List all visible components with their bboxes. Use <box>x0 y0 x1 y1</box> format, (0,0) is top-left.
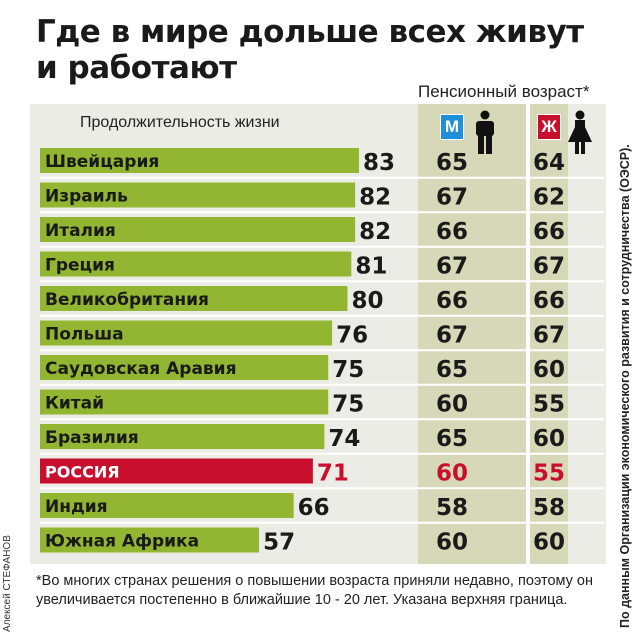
category-label: Италия <box>45 221 116 241</box>
male-pension-age-value: 67 <box>436 185 468 211</box>
category-label: Южная Африка <box>45 532 199 552</box>
life-expectancy-value: 66 <box>298 495 330 521</box>
category-label: Греция <box>45 256 115 276</box>
category-label: Швейцария <box>45 152 159 172</box>
female-pension-age-value: 62 <box>533 185 565 211</box>
bar <box>40 182 356 208</box>
female-pension-age-value: 55 <box>533 461 565 487</box>
pension-age-header: Пенсионный возраст* <box>418 82 590 101</box>
male-pension-age-value: 66 <box>436 219 468 245</box>
footnote: *Во многих странах решения о повышении в… <box>36 573 593 608</box>
life-expectancy-label: Продолжительность жизни <box>80 114 280 131</box>
male-pension-age-value: 67 <box>436 254 468 280</box>
male-pension-age-value: 58 <box>436 495 468 521</box>
bar <box>40 458 313 484</box>
female-pension-age-value: 60 <box>533 530 565 556</box>
male-pension-age-value: 65 <box>436 150 468 176</box>
bar <box>40 493 294 518</box>
category-label: РОССИЯ <box>45 463 120 482</box>
bar <box>40 148 359 173</box>
bar <box>40 389 329 415</box>
bar <box>40 251 352 277</box>
female-pension-age-value: 60 <box>533 426 565 452</box>
female-pension-age-value: 55 <box>533 392 565 418</box>
life-expectancy-value: 82 <box>359 219 391 245</box>
author-credit: Алексей СТЕФАНОВ <box>2 535 13 632</box>
male-pension-age-value: 60 <box>436 530 468 556</box>
male-pension-age-value: 60 <box>436 461 468 487</box>
life-expectancy-value: 75 <box>332 357 364 383</box>
life-expectancy-value: 74 <box>328 426 360 452</box>
life-expectancy-value: 82 <box>359 185 391 211</box>
chart-title: Где в мире дольше всех живут и работают <box>36 14 584 86</box>
male-person-icon <box>476 110 494 154</box>
category-label: Великобритания <box>45 290 209 310</box>
bar <box>40 286 348 311</box>
female-pension-age-value: 67 <box>533 254 565 280</box>
male-pension-age-value: 66 <box>436 288 468 314</box>
female-pension-age-value: 67 <box>533 323 565 349</box>
life-expectancy-value: 76 <box>336 323 368 349</box>
life-expectancy-value: 81 <box>355 254 387 280</box>
category-label: Бразилия <box>45 428 139 448</box>
life-expectancy-value: 83 <box>363 150 395 176</box>
category-label: Саудовская Аравия <box>45 359 237 379</box>
male-gender-badge: М <box>440 114 464 140</box>
life-expectancy-value: 71 <box>317 461 349 487</box>
category-label: Израиль <box>45 187 128 207</box>
female-gender-badge: Ж <box>537 114 561 140</box>
bar <box>40 527 260 553</box>
male-pension-age-value: 60 <box>436 392 468 418</box>
female-pension-age-value: 66 <box>533 288 565 314</box>
male-pension-age-value: 65 <box>436 426 468 452</box>
bar <box>40 424 325 449</box>
female-pension-age-value: 58 <box>533 495 565 521</box>
female-pension-age-value: 64 <box>533 150 565 176</box>
bar <box>40 320 333 346</box>
life-expectancy-value: 75 <box>332 392 364 418</box>
male-pension-age-value: 67 <box>436 323 468 349</box>
male-pension-age-value: 65 <box>436 357 468 383</box>
life-expectancy-value: 57 <box>263 530 295 556</box>
source-note: По данным Организации экономического раз… <box>618 144 632 628</box>
category-label: Китай <box>45 394 104 414</box>
category-label: Индия <box>45 497 108 517</box>
female-pension-age-value: 60 <box>533 357 565 383</box>
category-label: Польша <box>45 325 124 345</box>
bar <box>40 355 329 380</box>
female-pension-age-value: 66 <box>533 219 565 245</box>
bar <box>40 217 356 242</box>
life-expectancy-value: 80 <box>351 288 383 314</box>
female-person-icon <box>568 110 592 154</box>
